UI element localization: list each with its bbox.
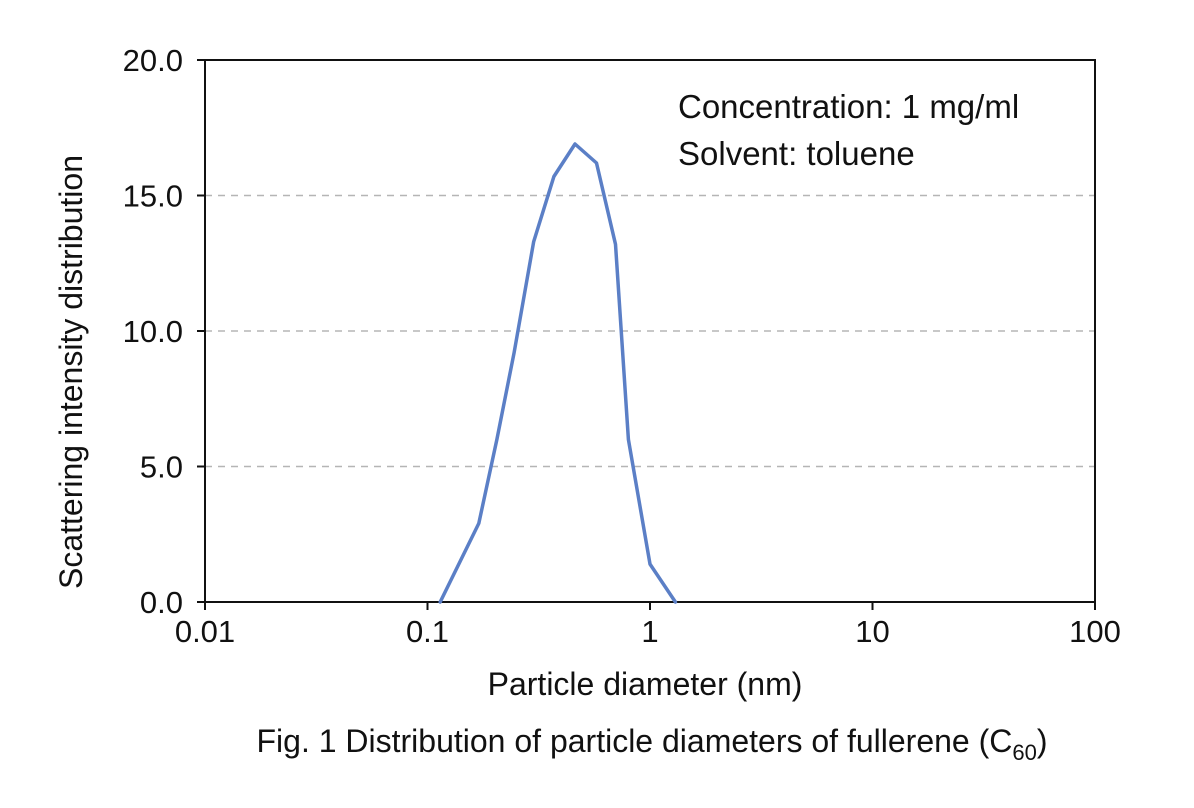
caption-text: Fig. 1 Distribution of particle diameter…	[256, 723, 1012, 759]
y-tick-label: 5.0	[140, 450, 183, 485]
x-tick-label: 10	[855, 614, 889, 649]
annotation-solvent: Solvent: toluene	[678, 135, 915, 172]
x-axis-title: Particle diameter (nm)	[488, 666, 803, 702]
caption-suffix: )	[1037, 723, 1048, 759]
x-tick-label: 0.1	[406, 614, 449, 649]
x-tick-label: 100	[1069, 614, 1121, 649]
y-tick-label: 20.0	[123, 43, 183, 78]
series-layer	[438, 142, 678, 604]
series-line	[438, 142, 678, 604]
figure-caption: Fig. 1 Distribution of particle diameter…	[256, 723, 1047, 765]
caption-subscript: 60	[1012, 740, 1036, 765]
annotation-concentration: Concentration: 1 mg/ml	[678, 88, 1019, 125]
y-tick-label: 15.0	[123, 179, 183, 214]
x-tick-label: 0.01	[175, 614, 235, 649]
x-tick-label: 1	[641, 614, 658, 649]
axis-ticks: 0.0 5.0 10.0 15.0 20.0 0.01 0.1 1 10 100	[123, 43, 1121, 649]
y-tick-label: 0.0	[140, 585, 183, 620]
gridlines	[205, 194, 1095, 468]
y-tick-label: 10.0	[123, 314, 183, 349]
y-axis-title: Scattering intensity distribution	[53, 155, 89, 589]
